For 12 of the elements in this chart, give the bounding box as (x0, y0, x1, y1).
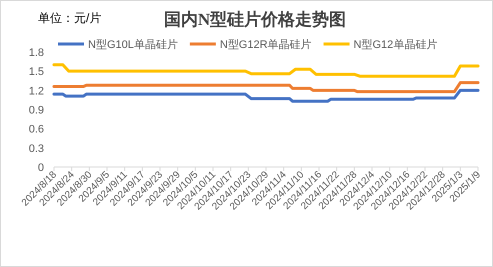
y-tick-label: 1.2 (28, 85, 44, 98)
chart-title: 国内N型硅片价格走势图 (164, 10, 346, 29)
y-tick-label: 1.5 (28, 66, 44, 78)
y-tick-label: 0.6 (28, 124, 44, 136)
legend-label: N型G12单晶硅片 (354, 38, 438, 51)
text: 单位：元/片 (38, 11, 102, 25)
y-tick-label: 0.3 (28, 142, 44, 155)
y-tick-label: 0.9 (28, 104, 44, 116)
y-tick-label: 0 (38, 162, 44, 174)
legend-label: N型G10L单晶硅片 (88, 38, 178, 51)
legend-label: N型G12R单晶硅片 (220, 38, 312, 51)
y-tick-label: 1.8 (28, 47, 44, 59)
